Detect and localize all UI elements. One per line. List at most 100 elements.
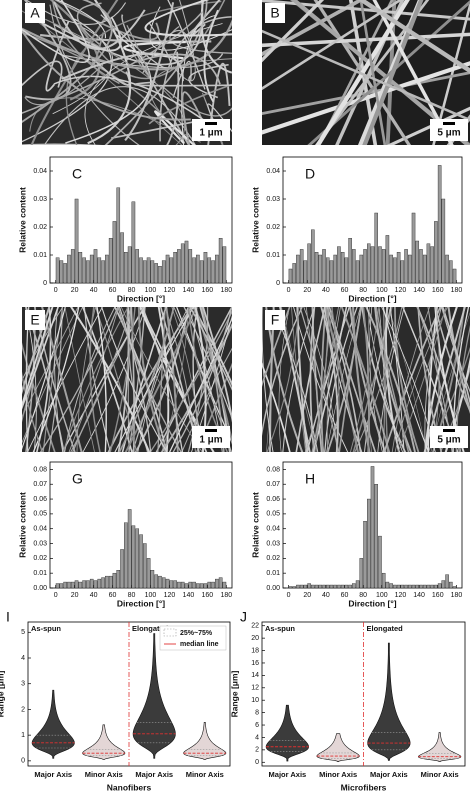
y-tick-label: 0.01 xyxy=(33,570,47,577)
x-tick-label: Minor Axis xyxy=(319,770,357,779)
letter-box xyxy=(265,3,285,23)
bar xyxy=(127,246,132,284)
x-axis-label: Direction [°] xyxy=(117,293,165,303)
x-tick-label: 80 xyxy=(128,592,136,599)
y-tick-label: 12 xyxy=(251,685,259,692)
x-tick-label: 140 xyxy=(413,287,425,294)
fiber xyxy=(326,307,362,452)
fiber xyxy=(306,307,350,452)
fiber xyxy=(313,0,412,145)
bar xyxy=(188,249,193,284)
y-tick-label: 0.08 xyxy=(33,466,47,473)
bar xyxy=(333,584,337,589)
x-tick-label: 100 xyxy=(376,592,388,599)
x-tick-label: 120 xyxy=(164,592,176,599)
bar xyxy=(445,574,449,589)
fiber xyxy=(118,307,175,452)
x-tick-label: 140 xyxy=(183,287,195,294)
bar xyxy=(359,558,364,589)
fiber xyxy=(22,19,232,71)
y-tick-label: 20 xyxy=(251,635,259,642)
bar xyxy=(139,257,143,284)
bar xyxy=(352,249,356,284)
legend-box xyxy=(159,625,227,651)
bar xyxy=(67,254,71,284)
x-tick-label: 100 xyxy=(145,287,157,294)
bar xyxy=(116,570,121,589)
fiber xyxy=(61,52,184,82)
fiber xyxy=(35,307,52,452)
bar xyxy=(396,584,401,589)
x-tick-label: 60 xyxy=(109,592,117,599)
bar xyxy=(112,221,117,284)
bar xyxy=(314,251,319,284)
y-tick-label: 0.04 xyxy=(266,168,280,175)
x-axis-label: Direction [°] xyxy=(348,293,396,303)
bar xyxy=(449,581,453,589)
fiber xyxy=(168,317,232,452)
y-tick-label: 0.00 xyxy=(33,585,47,592)
y-tick-label: 0.02 xyxy=(266,555,280,562)
fiber xyxy=(157,307,166,452)
panel-letter: A xyxy=(30,5,40,21)
y-axis-label: Range [μm] xyxy=(229,670,239,717)
bar xyxy=(434,584,438,589)
y-tick-label: 0.03 xyxy=(33,196,47,203)
bar xyxy=(124,522,128,589)
bar xyxy=(180,243,185,284)
fiber xyxy=(54,0,160,41)
bar xyxy=(292,263,296,284)
y-tick-label: 0.02 xyxy=(33,224,47,231)
fiber xyxy=(154,110,196,145)
bar xyxy=(411,584,416,589)
bar xyxy=(296,584,300,589)
violin xyxy=(183,721,227,760)
bar xyxy=(318,584,323,589)
bar xyxy=(370,246,375,284)
fiber xyxy=(96,307,107,452)
x-tick-label: Major Axis xyxy=(269,770,307,779)
fiber xyxy=(181,14,217,145)
bar xyxy=(211,260,215,284)
violin xyxy=(316,733,360,762)
fiber xyxy=(29,97,201,143)
bar xyxy=(97,257,102,284)
violin xyxy=(82,724,126,760)
bar xyxy=(108,237,113,284)
x-tick-label: 160 xyxy=(432,287,444,294)
bar xyxy=(215,578,219,589)
fiber xyxy=(394,307,420,452)
bar xyxy=(422,254,427,284)
fiber xyxy=(362,307,370,452)
fiber xyxy=(81,307,133,452)
y-tick-label: 5 xyxy=(21,629,25,636)
x-tick-label: 60 xyxy=(341,592,349,599)
legend-label: 25%~75% xyxy=(180,630,213,637)
x-axis-label: Direction [°] xyxy=(348,598,396,608)
bar xyxy=(348,584,352,589)
panel-letter: E xyxy=(30,312,39,328)
fiber xyxy=(441,307,470,406)
fiber xyxy=(262,32,470,48)
x-tick-label: 160 xyxy=(202,592,214,599)
fiber xyxy=(22,0,90,64)
fiber xyxy=(397,307,447,452)
bar xyxy=(131,525,136,589)
y-tick-label: 4 xyxy=(21,655,25,662)
bar xyxy=(211,581,215,589)
violin xyxy=(31,689,75,759)
bar xyxy=(333,254,337,284)
bar xyxy=(78,581,83,589)
fiber xyxy=(149,58,232,124)
group-label: Elongated xyxy=(367,624,404,633)
bar xyxy=(340,251,345,284)
bar xyxy=(337,246,341,284)
scale-box xyxy=(430,119,468,141)
sem-image: A 1 μm xyxy=(22,0,232,145)
fiber xyxy=(64,307,95,452)
x-axis-label: Nanofibers xyxy=(107,782,152,792)
bar xyxy=(55,257,60,284)
y-tick-label: 0.07 xyxy=(266,481,280,488)
fiber xyxy=(107,307,193,452)
